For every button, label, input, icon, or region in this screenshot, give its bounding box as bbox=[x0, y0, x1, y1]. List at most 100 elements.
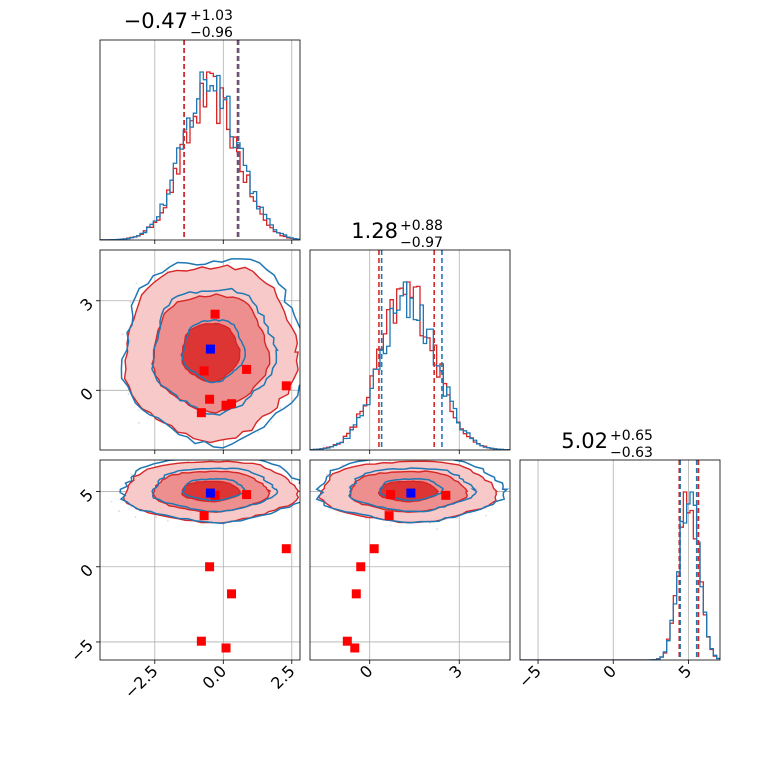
contour-line-a bbox=[378, 477, 445, 502]
sample-point bbox=[159, 458, 161, 460]
sample-point bbox=[429, 522, 431, 524]
red-marker bbox=[242, 364, 252, 374]
contour-line-a bbox=[348, 467, 478, 513]
sample-point bbox=[310, 335, 312, 337]
sample-point bbox=[211, 452, 213, 454]
sample-point bbox=[117, 510, 120, 513]
red-marker bbox=[441, 490, 451, 500]
red-marker bbox=[205, 562, 215, 572]
contour-line-a bbox=[315, 460, 509, 524]
panel-title-value: 1.28 bbox=[351, 219, 398, 243]
red-marker bbox=[227, 589, 237, 599]
blue-marker bbox=[406, 488, 416, 498]
red-marker bbox=[369, 544, 379, 554]
sample-point bbox=[155, 516, 157, 519]
histogram-series_b bbox=[520, 491, 720, 660]
sample-point bbox=[167, 263, 169, 265]
red-marker bbox=[281, 544, 291, 554]
sample-point bbox=[389, 524, 392, 527]
histogram-series_a bbox=[310, 281, 510, 450]
red-marker bbox=[281, 381, 291, 391]
y-tick-label: 0 bbox=[76, 560, 97, 581]
panel-title-upper-error: +0.65 bbox=[610, 428, 653, 444]
panel-title-lower-error: −0.63 bbox=[610, 445, 653, 461]
scatter-panel-2-1 bbox=[100, 250, 313, 457]
red-marker bbox=[221, 400, 231, 410]
sample-point bbox=[130, 473, 133, 476]
histogram-panel-1 bbox=[100, 40, 300, 240]
scatter-panel-3-2 bbox=[306, 460, 510, 660]
blue-marker bbox=[205, 488, 215, 498]
panel-frame bbox=[99, 249, 301, 451]
scatter-panel-3-1 bbox=[100, 452, 321, 660]
red-marker bbox=[356, 562, 366, 572]
contour-line-a bbox=[151, 287, 279, 416]
sample-point bbox=[229, 261, 231, 264]
contour-line-a bbox=[181, 319, 246, 384]
sample-point bbox=[436, 528, 438, 530]
x-tick-label: 0.0 bbox=[199, 661, 230, 692]
contour-line-a bbox=[151, 467, 279, 513]
sample-point bbox=[129, 301, 132, 304]
y-tick-label: −5 bbox=[67, 636, 97, 666]
sample-point bbox=[326, 473, 328, 476]
red-marker bbox=[350, 643, 360, 653]
panel-frame bbox=[519, 459, 721, 661]
histogram-panel-2 bbox=[310, 250, 510, 450]
red-marker bbox=[384, 511, 394, 521]
sample-point bbox=[311, 384, 313, 386]
contour-line-a bbox=[119, 460, 300, 525]
histogram-series_a bbox=[100, 71, 300, 240]
sample-point bbox=[270, 421, 272, 424]
x-tick-label: 2.5 bbox=[267, 661, 298, 692]
contour-line-a bbox=[120, 258, 300, 449]
red-marker bbox=[227, 399, 237, 409]
sample-point bbox=[279, 407, 282, 409]
sample-point bbox=[257, 431, 259, 433]
panel-frame bbox=[99, 39, 301, 241]
panel-title-lower-error: −0.97 bbox=[400, 235, 443, 251]
panel-frame bbox=[309, 459, 511, 661]
panel-title-value: 5.02 bbox=[561, 429, 608, 453]
sample-point bbox=[319, 479, 321, 481]
red-marker bbox=[386, 490, 396, 500]
sample-point bbox=[130, 506, 133, 508]
red-marker bbox=[210, 490, 220, 500]
sample-point bbox=[121, 333, 124, 336]
x-tick-label: −5 bbox=[515, 661, 545, 691]
red-marker bbox=[210, 309, 220, 319]
panel-title-lower-error: −0.96 bbox=[190, 25, 233, 41]
sample-point bbox=[306, 491, 308, 493]
sample-point bbox=[135, 282, 138, 285]
x-tick-label: −2.5 bbox=[121, 661, 162, 702]
x-tick-label: 0 bbox=[599, 661, 620, 682]
red-marker bbox=[351, 589, 361, 599]
histogram-series_a bbox=[520, 491, 720, 660]
sample-point bbox=[127, 393, 130, 395]
red-marker bbox=[342, 636, 352, 646]
y-tick-label: 3 bbox=[76, 294, 97, 315]
sample-point bbox=[341, 464, 344, 466]
sample-point bbox=[110, 500, 113, 503]
y-tick-label: 5 bbox=[76, 485, 97, 506]
histogram-panel-3 bbox=[520, 460, 720, 660]
x-tick-label: 5 bbox=[675, 661, 696, 682]
sample-point bbox=[469, 512, 472, 515]
panel-title-upper-error: +1.03 bbox=[190, 8, 233, 24]
sample-point bbox=[137, 409, 140, 412]
red-marker bbox=[196, 636, 206, 646]
panel-title-upper-error: +0.88 bbox=[400, 218, 443, 234]
sample-point bbox=[365, 517, 368, 520]
red-marker bbox=[196, 408, 206, 418]
sample-point bbox=[134, 516, 137, 519]
x-tick-label: 0 bbox=[356, 661, 377, 682]
blue-marker bbox=[205, 344, 215, 354]
sample-point bbox=[167, 519, 169, 522]
sample-point bbox=[165, 455, 167, 457]
red-marker bbox=[199, 366, 209, 376]
contour-line-a bbox=[181, 477, 246, 502]
sample-point bbox=[291, 397, 294, 400]
sample-point bbox=[138, 421, 140, 424]
sample-point bbox=[278, 467, 280, 469]
